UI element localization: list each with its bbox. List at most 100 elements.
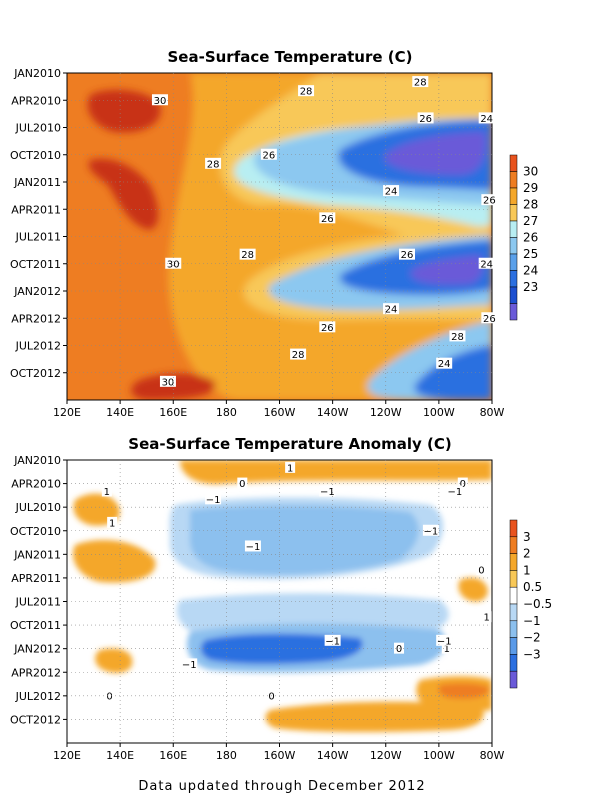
contour-label: 24	[480, 259, 493, 270]
contour-label-bg	[290, 348, 307, 360]
contour-label: 0	[106, 691, 112, 702]
ssta-y-axis: JAN2010 APR2010 JUL2010 OCT2010 JAN2011 APR20…	[10, 454, 492, 726]
colorbar-swatch	[509, 637, 518, 655]
contour-label: 28	[241, 250, 254, 261]
y-tick-label: APR2010	[11, 478, 61, 491]
contour-label-bg	[319, 212, 336, 224]
contour-label-bg	[239, 248, 256, 260]
contour-label: 1	[104, 487, 110, 498]
y-tick-label: OCT2011	[10, 619, 61, 632]
contour-label: 24	[385, 187, 398, 198]
y-tick-label: JUL2012	[15, 340, 61, 353]
contour-label-bg	[478, 257, 495, 269]
contour-label-bg	[383, 185, 400, 197]
sst-panel: Sea-Surface Temperature (C)	[10, 48, 538, 419]
colorbar-label: −3	[523, 647, 541, 661]
contour-label: 30	[162, 377, 175, 388]
colorbar-swatch	[509, 603, 518, 622]
y-tick-label: JUL2010	[15, 501, 61, 514]
contour-label: 1	[109, 518, 115, 529]
sst-30-region-2011	[88, 158, 159, 230]
colorbar-label: −2	[523, 631, 541, 645]
colorbar-label: 26	[523, 231, 538, 245]
contour-label: 26	[483, 196, 496, 207]
ssta-panel: Sea-Surface Temperature Anomaly (C) 1111…	[10, 435, 552, 762]
contour-label: −1	[182, 660, 197, 671]
colorbar-label: 30	[523, 165, 538, 179]
colorbar-swatch	[509, 570, 518, 588]
y-tick-label: APR2011	[11, 203, 61, 216]
colorbar-label: 27	[523, 214, 538, 228]
sst-23-region-2011	[410, 255, 483, 285]
x-tick-label: 80W	[480, 749, 505, 762]
colorbar-label: 2	[523, 547, 531, 561]
colorbar-swatch	[509, 253, 518, 271]
contour-label: −1	[206, 495, 221, 506]
x-tick-label: 160E	[159, 406, 187, 419]
contour-label: 0	[478, 566, 484, 577]
contour-label: 24	[438, 359, 451, 370]
x-tick-label: 140E	[106, 406, 134, 419]
contour-label-bg	[422, 524, 439, 536]
y-tick-label: JAN2012	[13, 285, 61, 298]
ssta-pos2-2012	[438, 683, 490, 699]
contour-label: 0	[460, 479, 466, 490]
colorbar-swatch	[509, 286, 518, 304]
colorbar-swatch	[509, 519, 518, 538]
colorbar-swatch	[509, 171, 518, 189]
colorbar-label: 25	[523, 247, 538, 261]
ssta-pos-w2	[72, 540, 156, 583]
contour-label-bg	[481, 611, 492, 623]
contour-label: 28	[292, 350, 305, 361]
ssta-colorbar: 3 2 1 0.5 −0.5 −1 −2 −3	[509, 519, 552, 689]
y-tick-label: APR2012	[11, 312, 61, 325]
colorbar-swatch	[509, 220, 518, 238]
x-tick-label: 140W	[317, 749, 349, 762]
x-tick-label: 80W	[480, 406, 505, 419]
y-tick-label: APR2012	[11, 666, 61, 679]
colorbar-swatch	[509, 586, 518, 605]
colorbar-swatch	[509, 670, 518, 689]
y-tick-label: OCT2010	[10, 149, 61, 162]
contour-label-bg	[181, 658, 198, 670]
sst-y-axis: JAN2010 APR2010 JUL2010 OCT2010 JAN2011 APR20…	[10, 67, 492, 380]
contour-label: 28	[207, 159, 220, 170]
contour-label-bg	[165, 257, 182, 269]
contour-label: 26	[401, 250, 414, 261]
ssta-neg2-2012	[200, 633, 363, 665]
contour-label-bg	[481, 312, 498, 324]
y-tick-label: OCT2012	[10, 367, 61, 380]
contour-label-bg	[481, 194, 498, 206]
contour-label: −1	[424, 526, 439, 537]
contour-label: 26	[263, 150, 276, 161]
contour-label-bg	[244, 540, 261, 552]
contour-label: 26	[321, 323, 334, 334]
contour-label: −1	[320, 487, 335, 498]
contour-label: 28	[300, 87, 313, 98]
contour-label: −1	[246, 542, 261, 553]
ssta-neg1-2010	[189, 504, 419, 575]
y-tick-label: OCT2012	[10, 713, 61, 726]
sst-24-region-2012	[414, 345, 492, 400]
colorbar-swatch	[509, 237, 518, 255]
x-tick-label: 120E	[53, 749, 81, 762]
x-tick-label: 160W	[264, 749, 296, 762]
y-tick-label: OCT2011	[10, 258, 61, 271]
contour-label-bg	[457, 477, 468, 489]
contour-label-bg	[446, 485, 463, 497]
contour-label-bg	[476, 564, 487, 576]
sst-colorbar: 30 29 28 27 26 25 24 23	[509, 154, 538, 321]
contour-label-bg	[412, 76, 429, 88]
contour-label-bg	[399, 248, 415, 260]
x-tick-label: 120E	[53, 406, 81, 419]
contour-label: 28	[414, 78, 427, 89]
y-tick-label: JAN2010	[13, 454, 61, 467]
contour-label-bg	[107, 516, 118, 528]
contour-label: 1	[444, 644, 450, 655]
colorbar-label: −1	[523, 614, 541, 628]
colorbar-swatch	[509, 553, 518, 571]
y-tick-label: JUL2011	[15, 596, 61, 609]
y-tick-label: JAN2010	[13, 67, 61, 80]
x-tick-label: 180	[216, 406, 237, 419]
